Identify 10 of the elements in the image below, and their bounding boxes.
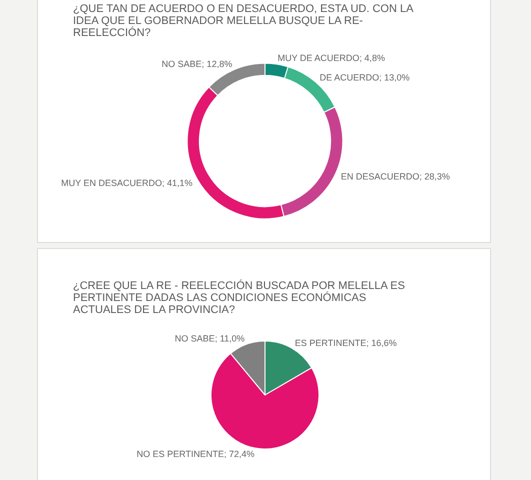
slice-label: MUY DE ACUERDO; 4,8%	[278, 53, 385, 64]
slice-label: ES PERTINENTE; 16,6%	[294, 338, 397, 348]
slice-label: NO ES PERTINENTE; 72,4%	[136, 449, 254, 460]
slice-label: NO SABE; 12,8%	[162, 58, 232, 69]
slice-label: MUY EN DESACUERDO; 41,1%	[61, 178, 193, 188]
chart-title: ¿CREE QUE LA RE - REELECCIÓN BUSCADA POR MELELLA ES PERTINENTE DADAS LAS CONDICIONES ECONÓMICAS ACTUALES DE LA PROVINCIA?	[73, 280, 406, 316]
slice-label: DE ACUERDO; 13,0%	[320, 72, 410, 82]
slice-label: NO SABE; 11,0%	[174, 334, 245, 344]
chart-title: ¿QUE TAN DE ACUERDO O EN DESACUERDO, ESTA UD. CON LA IDEA QUE EL GOBERNADOR MELELLA BUSQUE LA RE-REELECCIÓN?	[73, 3, 413, 39]
slice-label: EN DESACUERDO; 28,3%	[340, 171, 450, 182]
